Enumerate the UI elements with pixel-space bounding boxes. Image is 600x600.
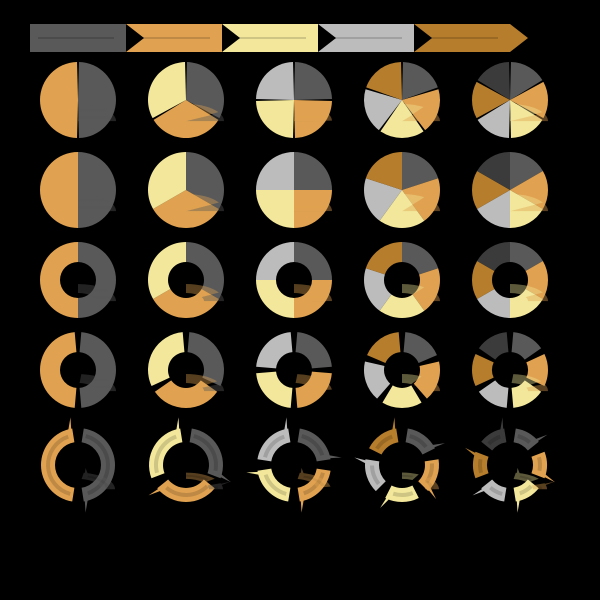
donut-5 bbox=[364, 242, 440, 318]
segment bbox=[256, 62, 294, 100]
pie-gap-5 bbox=[364, 62, 440, 138]
donut-gap-4 bbox=[256, 332, 332, 408]
pie-gap-4 bbox=[256, 62, 332, 138]
arrow-cycle-6 bbox=[465, 417, 555, 512]
segment bbox=[256, 332, 292, 368]
segment bbox=[479, 332, 509, 360]
pie-4 bbox=[256, 152, 332, 228]
donut-gap-3 bbox=[148, 332, 224, 408]
arrow-stripe bbox=[422, 37, 498, 39]
segment bbox=[366, 242, 402, 274]
segment bbox=[256, 242, 294, 280]
pie-6 bbox=[472, 152, 548, 228]
pie-3 bbox=[148, 152, 224, 228]
donut-4 bbox=[256, 242, 332, 318]
donut-gap-5 bbox=[364, 332, 440, 408]
arrow-cycle-2 bbox=[41, 417, 115, 512]
pie-2 bbox=[40, 152, 116, 228]
arrow-stripe bbox=[230, 37, 306, 39]
chart-icon-grid bbox=[0, 0, 600, 600]
pie-gap-3 bbox=[148, 62, 224, 138]
segment bbox=[256, 211, 294, 228]
segment bbox=[294, 242, 332, 280]
arrow-cycle-5 bbox=[354, 417, 445, 510]
segment bbox=[367, 332, 400, 363]
cycle-arc bbox=[157, 473, 215, 483]
arrow-bar bbox=[30, 24, 528, 52]
arrow-stripe bbox=[326, 37, 402, 39]
arrow-stripe bbox=[38, 37, 114, 39]
segment bbox=[256, 121, 294, 138]
pie-gap-2 bbox=[40, 62, 116, 138]
segment bbox=[294, 211, 332, 228]
pie-5 bbox=[364, 152, 440, 228]
cycle-arc bbox=[149, 428, 182, 478]
segment bbox=[294, 121, 332, 138]
segment bbox=[296, 332, 332, 368]
arrow-cycle-3 bbox=[149, 417, 231, 510]
segment bbox=[256, 152, 294, 190]
segment bbox=[294, 152, 332, 190]
donut-gap-6 bbox=[472, 332, 548, 408]
donut-2 bbox=[40, 242, 116, 318]
segment bbox=[512, 332, 542, 360]
arrow-cycle-4 bbox=[246, 417, 341, 512]
pie-gap-6 bbox=[472, 62, 548, 138]
donut-6 bbox=[472, 242, 548, 318]
donut-gap-2 bbox=[40, 332, 116, 408]
segment bbox=[402, 242, 438, 274]
segment bbox=[294, 62, 332, 100]
arrow-stripe bbox=[134, 37, 210, 39]
segment bbox=[404, 332, 437, 363]
donut-3 bbox=[148, 242, 224, 318]
